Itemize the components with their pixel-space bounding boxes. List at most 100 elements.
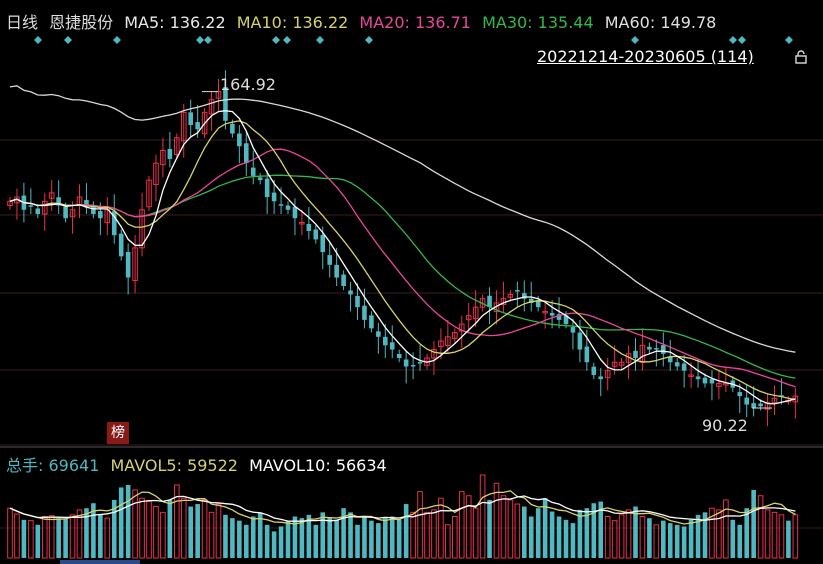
event-marker <box>113 36 121 44</box>
volume-bar <box>21 519 27 558</box>
volume-bar <box>271 531 277 558</box>
ma60-line <box>9 85 796 353</box>
candle <box>604 370 611 379</box>
volume-bar <box>306 514 312 558</box>
candle <box>452 332 458 339</box>
volume-bar <box>313 524 319 558</box>
volume-bar <box>180 497 187 559</box>
event-marker <box>729 36 737 44</box>
volume-bar <box>445 524 451 559</box>
candle <box>334 264 339 278</box>
candle <box>611 361 618 367</box>
candle <box>369 315 374 329</box>
volume-bar <box>598 501 604 558</box>
volume-bar <box>625 509 632 559</box>
volume-bar <box>139 497 145 559</box>
candle <box>195 122 200 130</box>
candle <box>744 397 749 405</box>
volume-bar <box>458 491 465 559</box>
ma20-line <box>9 148 796 388</box>
volume-bar <box>410 511 416 559</box>
candle <box>299 221 305 225</box>
candle <box>215 91 222 99</box>
volume-bar <box>215 503 222 559</box>
candle <box>292 206 298 219</box>
ma5-readout: MA5: 136.22 <box>124 13 226 32</box>
volume-bar <box>278 526 284 558</box>
lock-icon[interactable] <box>795 50 807 64</box>
event-marker <box>204 36 212 44</box>
candle <box>396 353 402 358</box>
candle <box>688 374 694 377</box>
candle <box>618 361 625 366</box>
candle <box>63 207 68 219</box>
candle <box>160 149 166 166</box>
volume-bar <box>7 507 13 559</box>
candle <box>702 377 708 384</box>
candle <box>348 290 353 295</box>
candle <box>403 359 409 367</box>
volume-bar <box>688 519 694 558</box>
candle <box>362 305 367 320</box>
candle <box>244 143 249 164</box>
volume-bar <box>737 524 743 558</box>
candle <box>153 162 159 186</box>
candle <box>458 323 465 332</box>
candle <box>111 211 117 236</box>
candle <box>633 350 638 358</box>
volume-bar <box>778 514 785 559</box>
volume-bar <box>695 514 701 558</box>
volume-bar <box>146 501 152 559</box>
volume-bar <box>327 518 332 558</box>
candle <box>285 205 291 210</box>
candle <box>667 356 673 363</box>
volume-bar <box>48 515 55 559</box>
candle <box>417 362 423 364</box>
volume-bar <box>465 495 472 559</box>
candle <box>472 306 479 320</box>
volume-bar <box>244 524 249 558</box>
candle <box>264 178 270 198</box>
candle <box>257 177 263 181</box>
candle <box>723 382 729 386</box>
volume-bar <box>584 508 590 558</box>
volume-bar <box>500 495 507 559</box>
volume-bar <box>341 508 346 558</box>
volume-bar <box>98 514 103 558</box>
volume-bar <box>786 520 791 558</box>
candle <box>174 137 180 155</box>
mavol10-line <box>9 495 796 522</box>
ranking-badge[interactable]: 榜 <box>107 422 129 444</box>
mavol5-line <box>9 490 796 525</box>
candle <box>56 197 61 206</box>
candle <box>383 336 388 346</box>
total-volume-readout: 总手: 69641 <box>6 456 100 475</box>
candle <box>674 362 680 367</box>
candle <box>41 200 48 215</box>
volume-bar <box>716 509 722 559</box>
date-range-label[interactable]: 20221214-20230605 (114) <box>537 47 754 66</box>
candle <box>709 378 715 384</box>
candle <box>445 336 451 347</box>
volume-header: 总手: 69641 MAVOL5: 59522 MAVOL10: 56634 <box>6 452 393 476</box>
volume-bar <box>396 519 402 558</box>
candle <box>313 229 319 240</box>
volume-bar <box>487 499 492 558</box>
candle <box>180 111 187 142</box>
candle <box>584 346 590 363</box>
candle <box>132 247 138 281</box>
candle <box>188 112 193 126</box>
candle <box>98 211 103 219</box>
volume-bar <box>69 514 76 559</box>
volume-bar <box>84 508 89 558</box>
volume-bar <box>549 511 555 558</box>
volume-bar <box>604 516 611 559</box>
volume-bar <box>320 512 326 558</box>
candle <box>230 123 235 134</box>
volume-bar <box>667 523 673 558</box>
candle <box>465 315 472 321</box>
volume-bar <box>35 524 41 558</box>
candle <box>758 403 763 407</box>
